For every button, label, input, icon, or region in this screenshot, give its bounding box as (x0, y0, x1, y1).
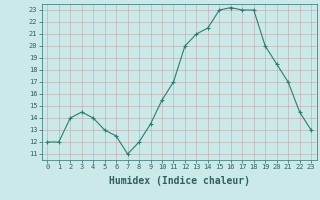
X-axis label: Humidex (Indice chaleur): Humidex (Indice chaleur) (109, 176, 250, 186)
